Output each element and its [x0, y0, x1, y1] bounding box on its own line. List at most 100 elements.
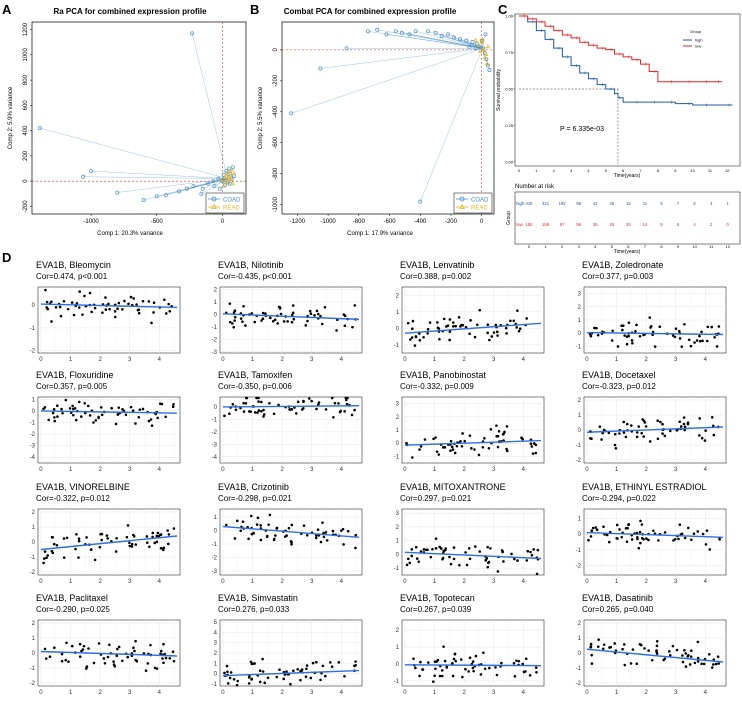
data-point [116, 647, 119, 651]
y-tick-label: 1 [396, 428, 400, 434]
x-tick-label: 4 [704, 690, 708, 696]
data-point [299, 678, 302, 682]
data-point [468, 434, 472, 437]
plot-correlation: Cor=-0.350, p=0.006 [218, 382, 292, 391]
correlation-plot: EVA1B, Docetaxel Cor=-0.323, p=0.012 0 1 2 3 4… [576, 370, 727, 473]
y-tick-label: 1 [578, 516, 582, 522]
y-tick-label: 0 [578, 651, 582, 657]
data-point [100, 538, 103, 542]
data-point [405, 441, 408, 445]
data-point [302, 524, 306, 527]
data-point [678, 337, 682, 340]
risk-x-tick-label: 1 [544, 244, 547, 249]
trend-line [586, 648, 724, 663]
data-point [277, 305, 281, 309]
data-point [701, 339, 704, 343]
data-point [517, 329, 521, 333]
x-tick-label: 2 [462, 357, 466, 363]
data-point [675, 648, 679, 652]
y-tick-label: -1 [576, 344, 582, 350]
x-tick-label: 3 [492, 690, 496, 696]
x-tick-label: 3 [128, 467, 132, 473]
trend-line [404, 322, 542, 334]
data-point [642, 537, 645, 541]
risk-x-tick-label: 10 [692, 244, 697, 249]
data-point [45, 556, 48, 559]
data-point [672, 539, 675, 542]
data-point [149, 643, 152, 647]
y-tick-label: -1 [30, 326, 36, 332]
trend-line [404, 439, 542, 446]
data-point [64, 398, 68, 402]
data-point [320, 322, 324, 326]
data-point [595, 528, 599, 532]
y-tick-label: -1 [576, 548, 582, 554]
data-point [486, 565, 490, 569]
x-tick-label: 0 [585, 579, 589, 585]
point-coad [211, 179, 216, 184]
point-coad [199, 191, 204, 196]
data-point [708, 653, 711, 656]
point-coad [393, 29, 398, 34]
data-point [590, 529, 594, 533]
data-point [65, 641, 68, 645]
data-point [232, 311, 236, 314]
x-tick-label: 2 [98, 690, 102, 696]
data-point [224, 523, 228, 527]
data-point [468, 557, 472, 561]
data-point [259, 538, 263, 542]
plot-correlation: Cor=-0.435, p<0.001 [218, 272, 292, 281]
y-tick-label: -2 [30, 681, 36, 687]
data-point [152, 301, 156, 305]
plot-frame [219, 396, 363, 464]
data-point [228, 676, 232, 680]
pca-b-ylabel: Comp 2: 5.5% variance [258, 86, 264, 149]
data-point [590, 662, 594, 665]
data-point [135, 303, 138, 306]
spoke-line [91, 170, 228, 179]
trend-line [40, 410, 178, 414]
data-point [448, 338, 451, 342]
data-point [155, 540, 159, 544]
pca-plot-b: Combat PCA for combined expression profi… [258, 7, 495, 237]
data-point [127, 302, 130, 306]
data-point [419, 660, 422, 664]
data-point [159, 652, 162, 655]
y-tick-label: 1 [396, 539, 400, 545]
data-point [474, 654, 478, 658]
x-tick-label: 3 [128, 579, 132, 585]
x-tick-label: 4 [158, 579, 162, 585]
x-tick-label: 4 [158, 467, 162, 473]
plot-correlation: Cor=0.267, p=0.039 [400, 605, 472, 614]
trend-line [40, 303, 178, 309]
data-point [703, 439, 707, 442]
data-point [52, 407, 56, 411]
data-point [50, 549, 54, 553]
data-point [241, 320, 244, 323]
y-tick-label: -1 [394, 679, 400, 685]
data-point [482, 651, 485, 655]
data-point [232, 325, 236, 329]
data-point [483, 667, 487, 671]
data-point [172, 527, 176, 530]
data-point [128, 544, 132, 548]
y-tick-label: -200 [23, 200, 29, 213]
data-point [505, 332, 508, 335]
data-point [45, 300, 49, 304]
data-point [155, 534, 159, 538]
plot-title: EVA1B, Crizotinib [218, 482, 289, 492]
y-tick-label: -1 [30, 555, 36, 561]
x-tick-label: 2 [280, 690, 284, 696]
point-coad [289, 111, 294, 116]
data-point [56, 415, 59, 418]
y-tick-label: 1 [32, 525, 36, 531]
data-point [354, 546, 357, 550]
data-point [500, 661, 503, 665]
point-read [224, 179, 229, 184]
data-point [635, 323, 638, 327]
data-point [282, 677, 286, 681]
data-point [444, 547, 447, 550]
risk-cell: 321 [542, 201, 550, 206]
point-read [228, 177, 233, 182]
data-point [678, 420, 682, 424]
